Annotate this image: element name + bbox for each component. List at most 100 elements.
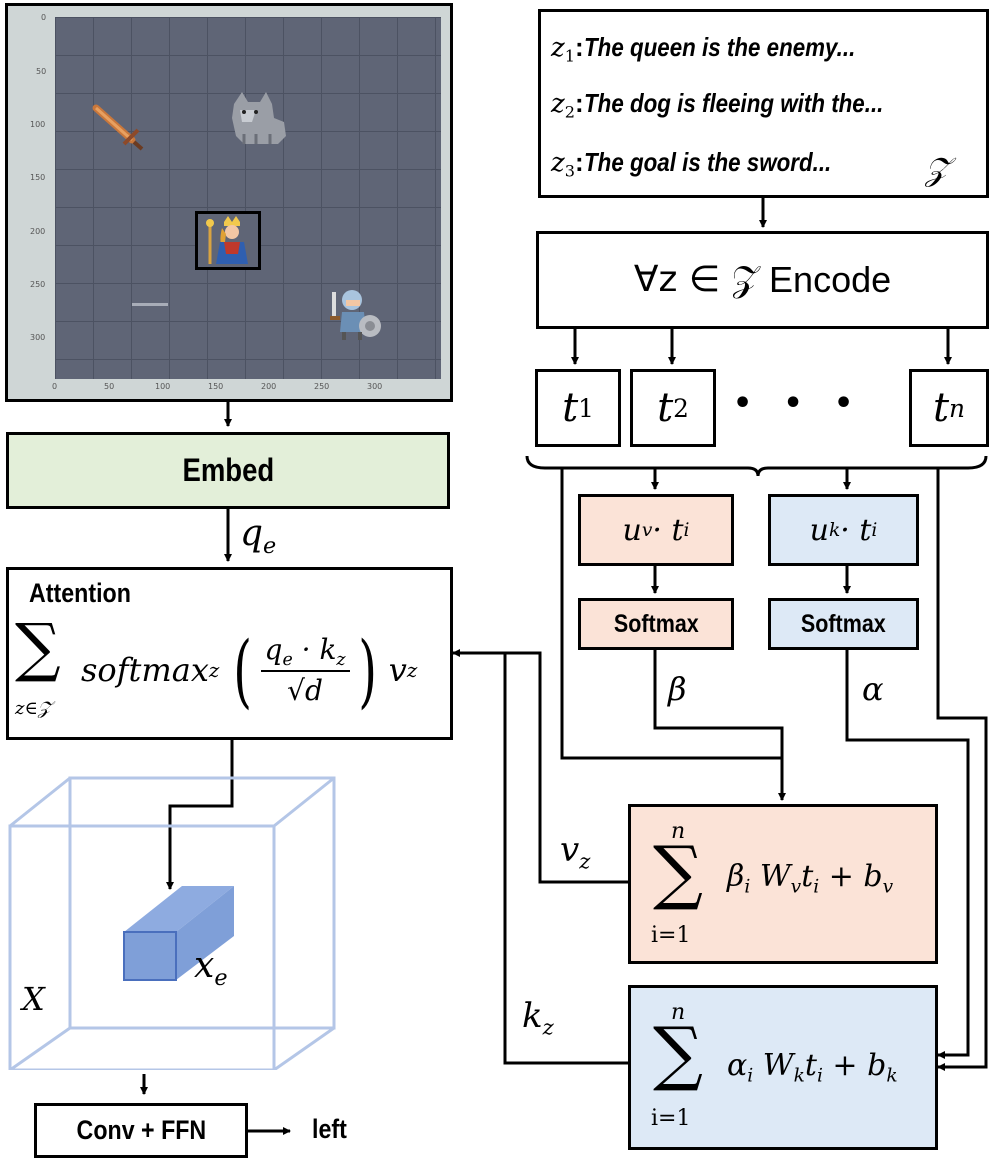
knight-icon bbox=[330, 290, 381, 340]
softmax-v-box: Softmax bbox=[578, 598, 734, 650]
queen-selection-box bbox=[195, 211, 261, 270]
game-view-frame: 0 50 100 150 200 250 300 0 50 100 150 20… bbox=[5, 3, 453, 402]
arrow-beta bbox=[653, 650, 786, 801]
y-tick: 150 bbox=[30, 173, 46, 182]
conv-ffn-label: Conv + FFN bbox=[76, 1115, 206, 1145]
z-sub: 1 bbox=[564, 46, 575, 66]
token-sub: 2 bbox=[673, 393, 689, 423]
text-line-3: z3: The goal is the sword... bbox=[551, 147, 871, 181]
value-plus-b: + b bbox=[819, 859, 883, 894]
softmax-k-label: Softmax bbox=[801, 609, 886, 638]
uv-u-sub: v bbox=[641, 519, 653, 541]
attention-sum-under: z∈𝒵 bbox=[15, 698, 52, 719]
feature-cube bbox=[8, 776, 336, 1070]
x-tick: 300 bbox=[367, 382, 383, 391]
key-b-sub: k bbox=[886, 1065, 898, 1087]
vz-base: v bbox=[560, 830, 580, 870]
text-descriptions-box: z1:The queen is the enemy... z2: The dog… bbox=[538, 9, 989, 198]
key-sum-box: n ∑ i=1 αi Wkti + bk bbox=[628, 985, 938, 1150]
qe-label: qe bbox=[240, 512, 276, 559]
token-base: t bbox=[562, 385, 579, 431]
key-alpha-sub: i bbox=[747, 1065, 754, 1087]
qe-base: q bbox=[240, 513, 264, 554]
xe-base: x bbox=[194, 945, 215, 986]
sword-icon bbox=[92, 104, 144, 151]
uk-rest-sub: i bbox=[871, 519, 878, 541]
set-symbol: 𝒵 bbox=[925, 150, 950, 188]
value-W-sub: v bbox=[790, 876, 802, 898]
token-base: t bbox=[657, 385, 674, 431]
cube-X-label: X bbox=[22, 980, 45, 1018]
fraction-numerator: qe · kz bbox=[261, 633, 350, 670]
fraction: qe · kz √d bbox=[260, 633, 350, 708]
key-sum-expr: αi Wkti + bk bbox=[727, 1048, 898, 1087]
value-sum-symbol: ∑ bbox=[653, 831, 703, 913]
token-base: t bbox=[932, 385, 950, 431]
embed-box: Embed bbox=[6, 432, 450, 509]
y-tick: 0 bbox=[41, 13, 47, 22]
x-tick: 250 bbox=[314, 382, 330, 391]
attention-v: v bbox=[388, 651, 407, 689]
arrow-vz bbox=[452, 649, 628, 884]
fraction-bar bbox=[260, 670, 350, 673]
token-brace bbox=[525, 455, 988, 477]
kz-sub: z bbox=[542, 1014, 554, 1040]
key-W-sub: k bbox=[793, 1065, 805, 1087]
uv-rest-sub: i bbox=[683, 519, 690, 541]
conv-ffn-box: Conv + FFN bbox=[34, 1103, 248, 1158]
floor-item bbox=[132, 303, 168, 306]
uk-u-sub: k bbox=[828, 519, 841, 541]
kz-label: kz bbox=[522, 996, 554, 1039]
right-paren: ) bbox=[357, 623, 377, 717]
encode-label: Encode bbox=[769, 259, 892, 300]
vz-sub: z bbox=[579, 848, 591, 874]
attention-sum-symbol: ∑ bbox=[15, 611, 61, 685]
value-W: W bbox=[750, 859, 791, 894]
line-text: The queen is the enemy... bbox=[583, 32, 855, 62]
x-tick: 0 bbox=[52, 382, 58, 391]
num-q: q bbox=[264, 632, 283, 666]
line-sep: : bbox=[574, 32, 584, 62]
arrow-attention-voxel bbox=[166, 740, 234, 890]
encode-quantifier: ∀z ∈ 𝒵 bbox=[633, 259, 760, 300]
text-line-1: z1:The queen is the enemy... bbox=[551, 32, 899, 66]
uv-rest: · t bbox=[652, 512, 684, 548]
attention-v-sub: z bbox=[406, 658, 418, 682]
fraction-denominator: √d bbox=[287, 674, 323, 708]
key-W: W bbox=[753, 1048, 794, 1083]
value-sum-expr: βi Wvti + bv bbox=[727, 859, 893, 898]
value-beta-sub: i bbox=[744, 876, 751, 898]
uv-u: u bbox=[622, 512, 642, 548]
attention-title: Attention bbox=[29, 578, 131, 608]
token-sub: 1 bbox=[578, 393, 594, 423]
num-k-sub: z bbox=[336, 650, 346, 671]
value-b-sub: v bbox=[882, 876, 894, 898]
value-beta: β bbox=[727, 859, 745, 894]
embed-label: Embed bbox=[182, 452, 274, 488]
uk-u: u bbox=[809, 512, 829, 548]
action-output-label: left bbox=[312, 1114, 347, 1144]
y-tick: 200 bbox=[30, 227, 46, 236]
softmax-sub: z bbox=[208, 658, 220, 682]
key-alpha: α bbox=[727, 1048, 748, 1083]
num-dot-k: · k bbox=[292, 632, 337, 666]
vz-label: vz bbox=[560, 830, 590, 873]
uk-rest: · t bbox=[840, 512, 872, 548]
line-sep: : bbox=[574, 88, 584, 118]
beta-label: β bbox=[668, 670, 687, 708]
attention-box: Attention ∑ z∈𝒵 softmax z ( qe · kz √d ) … bbox=[6, 567, 453, 740]
softmax-word: softmax bbox=[81, 651, 209, 689]
key-plus-b: + b bbox=[822, 1048, 887, 1083]
token-ellipsis: • • • bbox=[733, 386, 854, 421]
x-tick: 100 bbox=[155, 382, 171, 391]
key-t-sub: i bbox=[816, 1065, 823, 1087]
queen-icon bbox=[206, 216, 248, 264]
x-tick: 200 bbox=[261, 382, 277, 391]
value-t: t bbox=[801, 859, 814, 894]
